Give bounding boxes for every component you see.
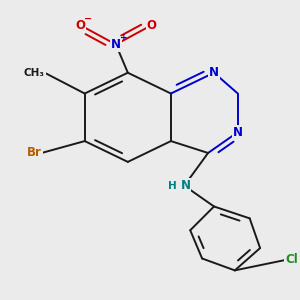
Text: +: + [119,32,127,41]
Text: N: N [111,38,121,51]
Text: O: O [147,19,157,32]
Text: H: H [168,181,177,191]
Text: O: O [75,19,85,32]
Text: N: N [181,179,191,192]
Text: Br: Br [27,146,42,160]
Text: Cl: Cl [285,254,298,266]
Text: −: − [84,14,92,24]
Text: N: N [209,66,219,79]
Text: CH₃: CH₃ [24,68,45,78]
Text: N: N [233,126,243,139]
